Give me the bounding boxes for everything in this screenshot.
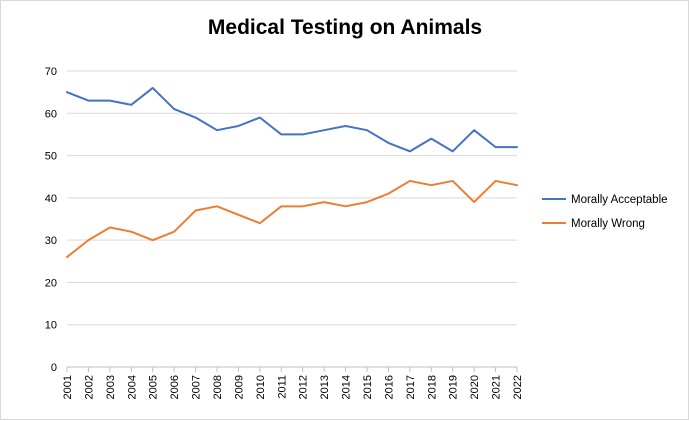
x-tick-label: 2017 (405, 375, 417, 399)
series-line-1 (66, 86, 518, 153)
series-lines (65, 86, 519, 259)
data-point (151, 86, 155, 90)
legend-label: Morally Acceptable (571, 194, 668, 206)
x-tick-label: 2004 (126, 375, 138, 399)
x-tick-label: 2010 (255, 375, 267, 399)
x-tick-label: 2015 (362, 375, 374, 399)
data-point (108, 225, 112, 229)
x-tick-label: 2018 (426, 375, 438, 399)
x-tick-label: 2014 (341, 375, 353, 399)
data-point (279, 204, 283, 208)
data-point (151, 238, 155, 242)
data-point (429, 137, 433, 141)
data-point (194, 209, 198, 213)
series-line-2 (66, 179, 518, 259)
axes: 0 10 20 30 40 50 60 70 2001 2002 2003 2004 2005 2006 2… (45, 66, 524, 399)
data-point (472, 128, 476, 132)
data-point (472, 200, 476, 204)
chart-title: Medical Testing on Animals (208, 16, 482, 39)
data-point (494, 179, 498, 183)
data-point (386, 141, 390, 145)
data-point (215, 128, 219, 132)
data-point (301, 132, 305, 136)
x-tick-label: 2005 (148, 375, 160, 399)
data-point (258, 221, 262, 225)
data-point (65, 255, 69, 259)
data-point (108, 99, 112, 103)
x-tick-label: 2011 (276, 375, 288, 399)
data-point (65, 90, 69, 94)
x-tick-label: 2002 (83, 375, 95, 399)
data-point (408, 179, 412, 183)
data-point (515, 183, 519, 187)
legend-label: Morally Wrong (571, 218, 645, 230)
data-point (129, 230, 133, 234)
data-point (215, 204, 219, 208)
data-point (172, 107, 176, 111)
data-point (236, 213, 240, 217)
data-point (408, 149, 412, 153)
x-tick-label: 2020 (469, 375, 481, 399)
data-point (365, 200, 369, 204)
data-point (344, 204, 348, 208)
data-point (301, 204, 305, 208)
data-point (194, 116, 198, 120)
data-point (429, 183, 433, 187)
x-tick-label: 2006 (169, 375, 181, 399)
gridlines (67, 70, 517, 326)
y-tick-label: 0 (51, 362, 57, 374)
data-point (129, 103, 133, 107)
data-point (515, 145, 519, 149)
data-point (322, 200, 326, 204)
data-point (86, 99, 90, 103)
data-point (322, 128, 326, 132)
data-point (386, 192, 390, 196)
data-point (365, 128, 369, 132)
y-tick-label: 20 (45, 277, 57, 289)
legend: Morally Acceptable Morally Wrong (542, 194, 668, 230)
y-tick-label: 30 (45, 235, 57, 247)
y-tick-label: 40 (45, 193, 57, 205)
x-tick-label: 2008 (212, 375, 224, 399)
x-tick-label: 2007 (191, 375, 203, 399)
data-point (258, 116, 262, 120)
data-point (86, 238, 90, 242)
x-tick-label: 2012 (298, 375, 310, 399)
data-point (494, 145, 498, 149)
data-point (451, 149, 455, 153)
x-tick-label: 2003 (105, 375, 117, 399)
x-tick-label: 2019 (448, 375, 460, 399)
x-tick-label: 2001 (62, 375, 74, 399)
y-tick-label: 70 (45, 66, 57, 78)
x-tick-label: 2022 (512, 375, 524, 399)
x-tick-label: 2009 (233, 375, 245, 399)
y-tick-label: 10 (45, 320, 57, 332)
x-tick-label: 2021 (491, 375, 503, 399)
x-tick-label: 2013 (319, 375, 331, 399)
data-point (172, 230, 176, 234)
data-point (236, 124, 240, 128)
data-point (279, 132, 283, 136)
y-tick-label: 60 (45, 108, 57, 120)
data-point (451, 179, 455, 183)
y-tick-label: 50 (45, 151, 57, 163)
data-point (344, 124, 348, 128)
x-tick-label: 2016 (383, 375, 395, 399)
